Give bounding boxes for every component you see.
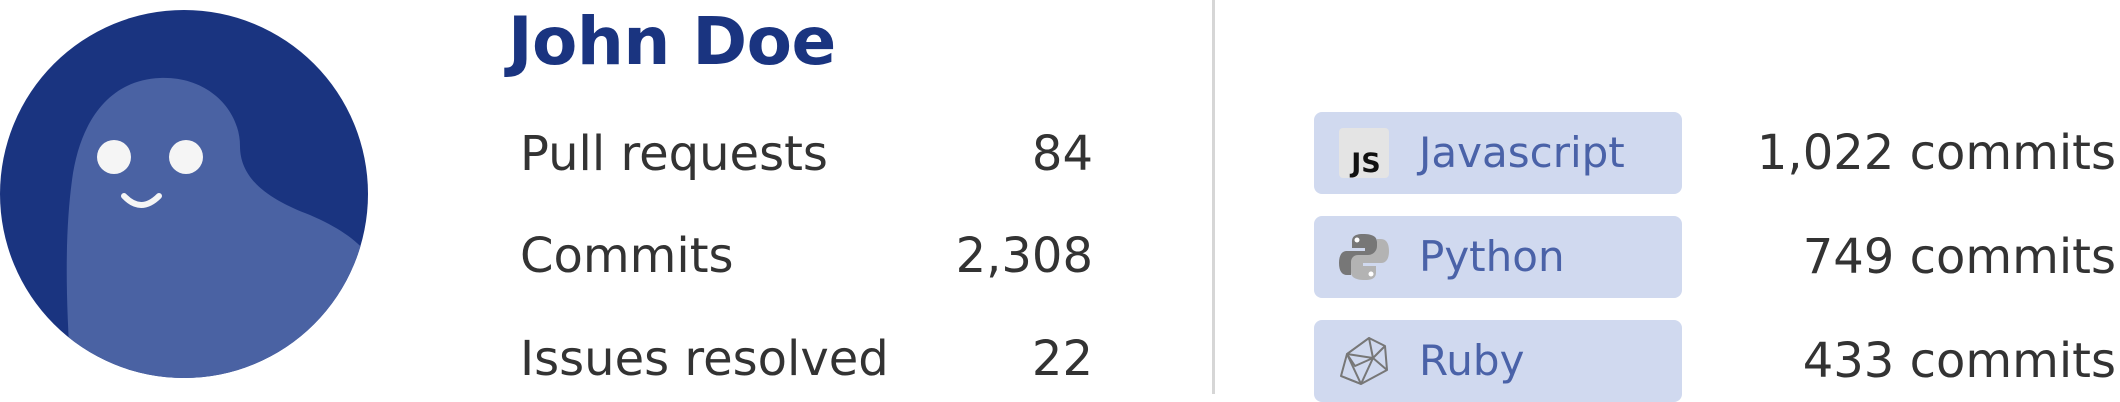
avatar	[0, 10, 368, 378]
language-chip-javascript[interactable]: JS Javascript	[1314, 112, 1682, 194]
user-name: John Doe	[508, 3, 836, 80]
language-chip-python[interactable]: Python	[1314, 216, 1682, 298]
divider	[1212, 0, 1215, 394]
language-commits: 749 commits	[1802, 229, 2116, 285]
language-name: Javascript	[1419, 128, 1625, 177]
javascript-icon: JS	[1339, 128, 1389, 178]
language-name: Python	[1419, 232, 1565, 281]
stat-label: Pull requests	[520, 126, 828, 182]
language-commits: 1,022 commits	[1756, 125, 2116, 181]
stat-label: Issues resolved	[520, 331, 889, 387]
stat-value: 22	[1031, 331, 1093, 387]
svg-text:JS: JS	[1349, 148, 1381, 178]
stat-issues-resolved: Issues resolved 22	[520, 329, 1093, 389]
stat-pull-requests: Pull requests 84	[520, 124, 1093, 184]
stat-label: Commits	[520, 228, 734, 284]
stat-commits: Commits 2,308	[520, 226, 1093, 286]
language-commits: 433 commits	[1802, 333, 2116, 389]
stat-value: 84	[1031, 126, 1093, 182]
ghost-avatar-icon	[0, 10, 368, 378]
language-chip-ruby[interactable]: Ruby	[1314, 320, 1682, 402]
stat-value: 2,308	[955, 228, 1093, 284]
ruby-icon	[1339, 336, 1389, 386]
python-icon	[1339, 232, 1389, 282]
language-name: Ruby	[1419, 336, 1525, 385]
